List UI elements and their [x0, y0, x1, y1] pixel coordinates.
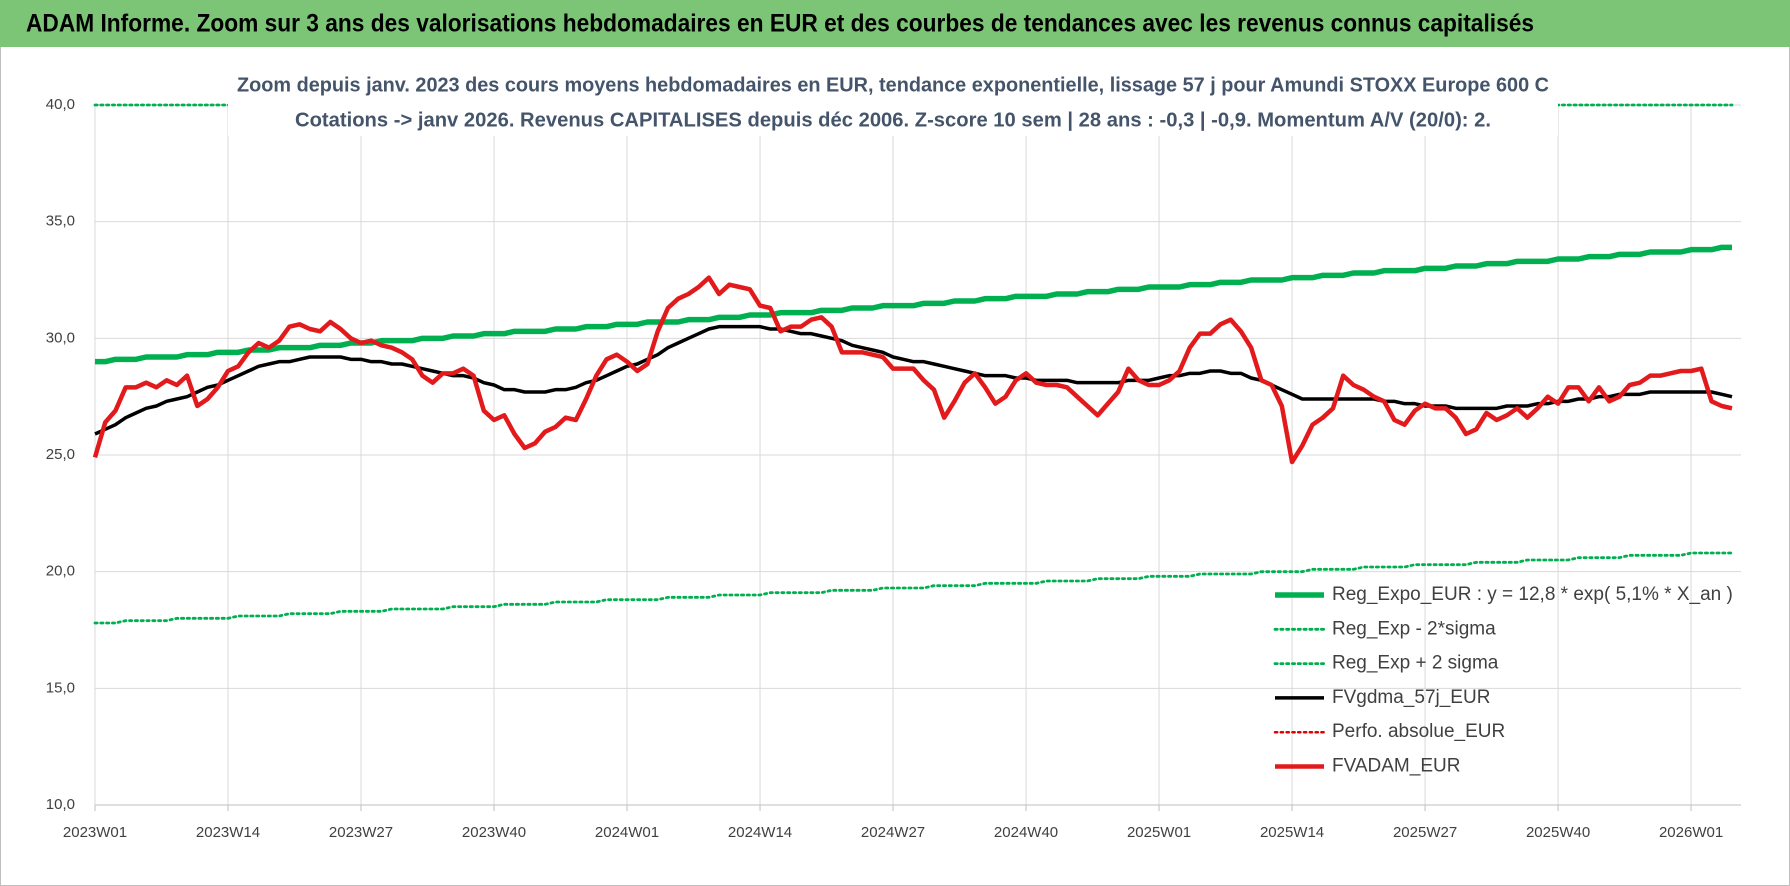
plot-area: 2023W01 2023W14 2023W27 2023W40 2024W01 2024W…: [46, 96, 1741, 841]
x-tick-label: 2024W40: [994, 824, 1058, 841]
x-tick-label: 2025W27: [1393, 824, 1457, 841]
legend: Reg_Expo_EUR : y = 12,8 * exp( 5,1% * X_…: [1273, 584, 1733, 777]
x-tick-label: 2025W40: [1526, 824, 1590, 841]
legend-label: FVADAM_EUR: [1332, 756, 1460, 777]
subtitle-box: [228, 68, 1558, 136]
series-line: [93, 551, 1734, 625]
x-tick-label: 2024W01: [595, 824, 659, 841]
x-tick-label: 2025W01: [1127, 824, 1191, 841]
legend-label: Perfo. absolue_EUR: [1332, 721, 1505, 742]
x-tick-label: 2026W01: [1659, 824, 1723, 841]
legend-label: Reg_Expo_EUR : y = 12,8 * exp( 5,1% * X_…: [1332, 584, 1733, 605]
x-tick-label: 2025W14: [1260, 824, 1324, 841]
series-line: [94, 324, 1733, 436]
header-bar: [0, 0, 1790, 47]
subtitle: Zoom depuis janv. 2023 des cours moyens …: [237, 74, 1549, 96]
legend-label: Reg_Exp - 2*sigma: [1332, 618, 1496, 639]
x-tick-label: 2024W14: [728, 824, 792, 841]
x-tick-label: 2024W27: [861, 824, 925, 841]
chart-title: ADAM Informe. Zoom sur 3 ans des valoris…: [26, 10, 1534, 38]
x-tick-label: 2023W14: [196, 824, 260, 841]
y-tick-label: 15,0: [46, 679, 75, 696]
y-tick-label: 40,0: [46, 96, 75, 113]
subtitle: Cotations -> janv 2026. Revenus CAPITALI…: [295, 109, 1491, 131]
y-tick-label: 10,0: [46, 796, 75, 813]
x-tick-label: 2023W40: [462, 824, 526, 841]
y-tick-label: 35,0: [46, 213, 75, 230]
x-tick-label: 2023W01: [63, 824, 127, 841]
x-tick-label: 2023W27: [329, 824, 393, 841]
legend-label: FVgdma_57j_EUR: [1332, 687, 1490, 708]
legend-label: Reg_Exp + 2 sigma: [1332, 653, 1499, 674]
y-tick-label: 20,0: [46, 563, 75, 580]
series-line: [92, 275, 1733, 465]
y-tick-label: 30,0: [46, 329, 75, 346]
y-tick-label: 25,0: [46, 446, 75, 463]
